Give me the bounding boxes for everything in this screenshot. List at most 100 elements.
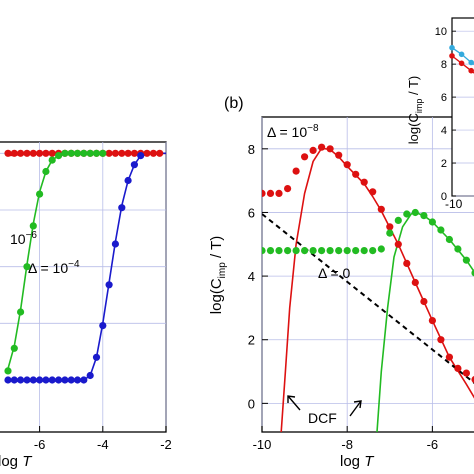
inset-y-ticks: 0 2 4 6 8 10: [435, 26, 456, 203]
panel-b-x-label: log T: [340, 453, 375, 470]
panel-a-annotation-1e-4: Δ = 10−4: [28, 259, 80, 276]
panel-b-series-0-point-0: [262, 189, 266, 197]
panel-b-series-1-point-25: [471, 269, 474, 277]
panel-b-y-tick-label-2: 4: [248, 269, 255, 284]
panel-a-series-1-point-10: [67, 149, 75, 157]
inset-series-0-point-2: [468, 59, 474, 66]
panel-a-series-1-point-9: [61, 149, 69, 157]
panel-a-series-0-point-1: [10, 149, 18, 157]
panel-b-x-tick-label-2: -6: [427, 437, 439, 452]
panel-b-series-0-point-16: [394, 240, 402, 248]
panel-b-series-1-point-17: [403, 210, 411, 218]
panel-a-series-1-point-6: [42, 167, 50, 176]
panel-a-series-0-point-23: [149, 149, 157, 157]
panel-b-series-0-point-19: [420, 297, 428, 306]
inset-x-tick-label: -10: [445, 197, 463, 211]
panel-a-series-0-point-20: [130, 149, 138, 157]
panel-b-annotation-delta-1e-8: Δ = 10−8: [267, 123, 319, 140]
panel-b-series-0-point-3: [284, 185, 292, 193]
panel-a-series-2-point-19: [124, 176, 132, 185]
panel-a-series-2-point-3: [23, 376, 31, 384]
panel-a-series-2-point-20: [130, 161, 138, 169]
panel-a-series-0-point-24: [156, 149, 164, 157]
panel-b-y-tick-label-0: 0: [248, 396, 255, 411]
panel-b-series-1-point-14: [377, 245, 385, 253]
inset-y-label: log(Cimp / T): [406, 76, 424, 144]
panel-a-series-2-point-14: [92, 353, 101, 361]
panel-b-series-0-point-24: [462, 369, 470, 377]
panel-a-series-1-point-1: [10, 344, 18, 352]
panel-b-series-1-point-3: [284, 247, 292, 255]
panel-b-series-0-point-25: [471, 376, 474, 383]
panel-b-series-0-point-1: [266, 189, 275, 197]
inset-y-tick-label-5: 10: [435, 26, 447, 38]
panel-a-series-2-point-7: [48, 376, 56, 384]
panel-a-series-2-point-8: [55, 376, 63, 384]
panel-a-series-0-point-18: [118, 149, 126, 157]
panel-a-series-2-point-18: [118, 204, 126, 212]
panel-a-series-2-point-10: [67, 376, 75, 384]
panel-a-points: [4, 149, 164, 384]
panel-b-series-0-point-5: [301, 153, 309, 161]
panel-b-series-0-point-20: [428, 317, 436, 325]
panel-b-series-1-point-21: [437, 226, 445, 234]
panel-a-series-0-point-6: [42, 149, 50, 157]
panel-a-series-2-point-11: [73, 376, 82, 384]
panel-a-series-2-point-6: [42, 376, 50, 384]
panel-b-annotation-delta-0: Δ = 0: [318, 265, 351, 281]
panel-a-series-2-point-0: [4, 376, 12, 384]
panel-a-series-2-point-5: [36, 376, 44, 384]
panel-b-series-0-point-23: [454, 364, 462, 372]
panel-a-series-1-point-12: [80, 149, 88, 157]
panel-b-series-1-point-23: [454, 245, 462, 253]
panel-a-series-0-point-7: [48, 149, 56, 157]
inset-y-tick-label-1: 2: [441, 158, 447, 170]
panel-a-series-0-point-2: [17, 149, 25, 157]
panel-b-series-0-point-8: [326, 145, 334, 153]
panel-b-series-0-point-15: [386, 223, 394, 231]
panel-a-series-2-point-12: [80, 376, 88, 384]
panel-a-series-0-point-4: [29, 149, 37, 157]
panel-a-series-0-point-16: [105, 149, 113, 157]
panel-a-x-tick-label-0: -6: [34, 437, 46, 452]
inset-panel: 0 2 4 6 8 10 -10 log(Cimp / T): [406, 17, 474, 211]
panel-a-series-2-point-13: [86, 371, 94, 380]
panel-a-series-1-point-14: [92, 149, 101, 157]
panel-a-series-2-point-1: [10, 376, 18, 384]
inset-y-tick-label-2: 4: [441, 125, 447, 137]
panel-b-series-0-point-18: [411, 278, 419, 287]
panel-b-series-0-point-17: [403, 259, 411, 267]
dcf-arrow-left: [287, 395, 301, 411]
panel-a-x-label-var: T: [22, 453, 33, 470]
panel-b-series-0-point-21: [437, 336, 445, 344]
panel-b-y-label: log(Cimp / T): [208, 236, 228, 314]
panel-b-x-ticks: -10 -8 -6: [253, 426, 439, 452]
panel-a-series-2-point-9: [61, 376, 69, 384]
panel-b-series-0-point-7: [318, 143, 326, 151]
inset-series-0-point-0: [449, 44, 455, 51]
panel-a-series-0-point-17: [111, 149, 119, 157]
panel-a-series-1-point-11: [73, 149, 82, 157]
panel-a-x-label-prefix: log: [0, 453, 18, 470]
panel-b-series-1-point-16: [394, 216, 402, 224]
panel-b-series-1-point-2: [275, 247, 283, 255]
inset-series-1-point-1: [458, 60, 465, 67]
panel-b-x-tick-label-0: -10: [253, 437, 272, 452]
panel-b-label: (b): [224, 95, 244, 112]
panel-b-series-1-point-4: [292, 247, 300, 255]
panel-a-series-0-point-19: [124, 149, 132, 157]
panel-a-series-0-point-3: [23, 149, 31, 157]
panel-a-series-1-point-13: [86, 149, 94, 157]
panel-a-series-2-point-16: [105, 281, 113, 289]
panel-b-series-1-point-19: [420, 212, 428, 220]
panel-b-annotation-dcf: DCF: [308, 410, 337, 426]
panel-a-series-2-point-15: [99, 322, 107, 330]
inset-y-tick-label-4: 8: [441, 59, 447, 71]
panel-b-series-1-point-10: [343, 247, 351, 255]
panel-b-series-1-point-13: [369, 247, 377, 255]
panel-a-series-1-point-8: [55, 152, 63, 160]
panel-b-series-1-point-22: [445, 235, 453, 244]
panel-b-series-1-point-24: [462, 256, 470, 264]
panel-b-series-1-point-5: [301, 247, 309, 255]
